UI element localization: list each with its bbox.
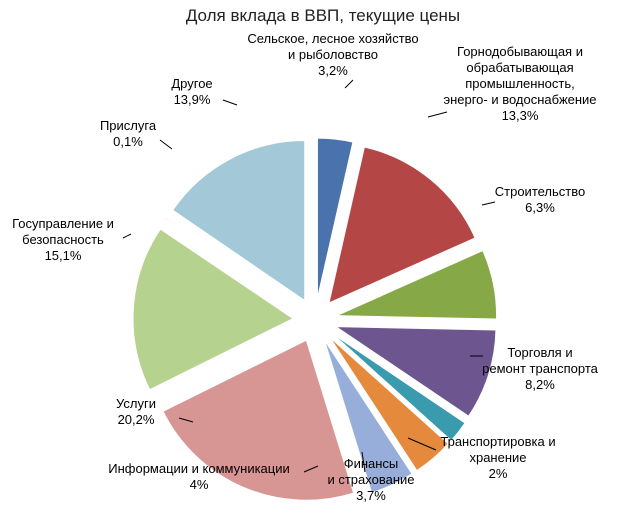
slice-name-label: Финансы — [344, 456, 399, 471]
slice-name-label: промышленность, — [465, 76, 574, 91]
leader-line — [407, 437, 437, 451]
chart-title: Доля вклада в ВВП, текущие цены — [186, 6, 460, 25]
pie-slice — [163, 216, 298, 309]
slice-value-label: 13,3% — [502, 108, 539, 123]
slice-labels: Сельское, лесное хозяйство и рыболовство 3… — [12, 31, 599, 503]
pie-slice — [328, 146, 476, 304]
leader-line — [361, 451, 366, 473]
slice-value-label: 13,9% — [174, 92, 211, 107]
leader-line — [159, 139, 173, 150]
slice-value-label: 3,7% — [356, 488, 386, 503]
slice-name-label: Транспортировка и — [440, 434, 555, 449]
slice-name-label: энерго- и водоснабжение — [443, 92, 596, 107]
slice-value-label: 6,3% — [525, 200, 555, 215]
pie-slice — [336, 249, 498, 320]
slice-name-label: Торговля и — [507, 345, 572, 360]
pie-slice — [323, 339, 413, 494]
leader-lines — [122, 79, 496, 473]
pie-slice — [132, 228, 295, 391]
slice-label: Информации и коммуникации 4% — [108, 461, 290, 492]
slice-name-label: и страхование — [327, 472, 414, 487]
slice-label: Строительство 6,3% — [495, 184, 585, 215]
slice-name-label: обрабатывающая — [466, 60, 573, 75]
pie-slice — [328, 336, 449, 472]
slice-value-label: 8,2% — [525, 377, 555, 392]
slice-label: Торговля и ремонт транспорта 8,2% — [482, 345, 598, 392]
leader-line — [222, 99, 238, 106]
leader-line — [344, 79, 354, 89]
slice-value-label: 3,2% — [318, 63, 348, 78]
slice-label: Другое 13,9% — [171, 76, 212, 107]
slice-name-label: Прислуга — [100, 118, 157, 133]
slice-name-label: Другое — [171, 76, 212, 91]
slice-name-label: Информации и коммуникации — [108, 461, 290, 476]
leader-line — [122, 233, 132, 239]
slice-name-label: Госуправление и — [12, 216, 114, 231]
pie-slice — [334, 326, 497, 417]
slice-name-label: Сельское, лесное хозяйство — [247, 31, 418, 46]
slice-value-label: 0,1% — [113, 134, 143, 149]
slice-name-label: Услуги — [116, 396, 156, 411]
slice-name-label: Горнодобывающая и — [457, 44, 583, 59]
slice-name-label: хранение — [469, 450, 526, 465]
slice-label: Госуправление и безопасность 15,1% — [12, 216, 114, 263]
slice-name-label: безопасность — [22, 232, 104, 247]
slice-name-label: и рыболовство — [288, 47, 378, 62]
slice-value-label: 4% — [190, 477, 209, 492]
slice-value-label: 2% — [489, 466, 508, 481]
pie-slice — [162, 339, 355, 501]
pie-slices — [132, 137, 498, 501]
pie-slice — [172, 140, 306, 302]
slice-label: Горнодобывающая и обрабатывающая промышлен… — [443, 44, 596, 123]
slice-label: Сельское, лесное хозяйство и рыболовство 3… — [247, 31, 418, 78]
leader-line — [481, 201, 496, 206]
slice-value-label: 15,1% — [45, 248, 82, 263]
slice-label: Прислуга 0,1% — [100, 118, 157, 149]
leader-line — [178, 417, 194, 423]
leader-line — [427, 111, 448, 118]
slice-name-label: ремонт транспорта — [482, 361, 598, 376]
slice-name-label: Строительство — [495, 184, 585, 199]
slice-label: Финансы и страхование 3,7% — [327, 456, 414, 503]
slice-label: Услуги 20,2% — [116, 396, 156, 427]
leader-line — [303, 465, 319, 473]
pie-slice — [316, 137, 354, 299]
slice-label: Транспортировка и хранение 2% — [440, 434, 555, 481]
pie-slice — [332, 333, 466, 442]
slice-value-label: 20,2% — [118, 412, 155, 427]
